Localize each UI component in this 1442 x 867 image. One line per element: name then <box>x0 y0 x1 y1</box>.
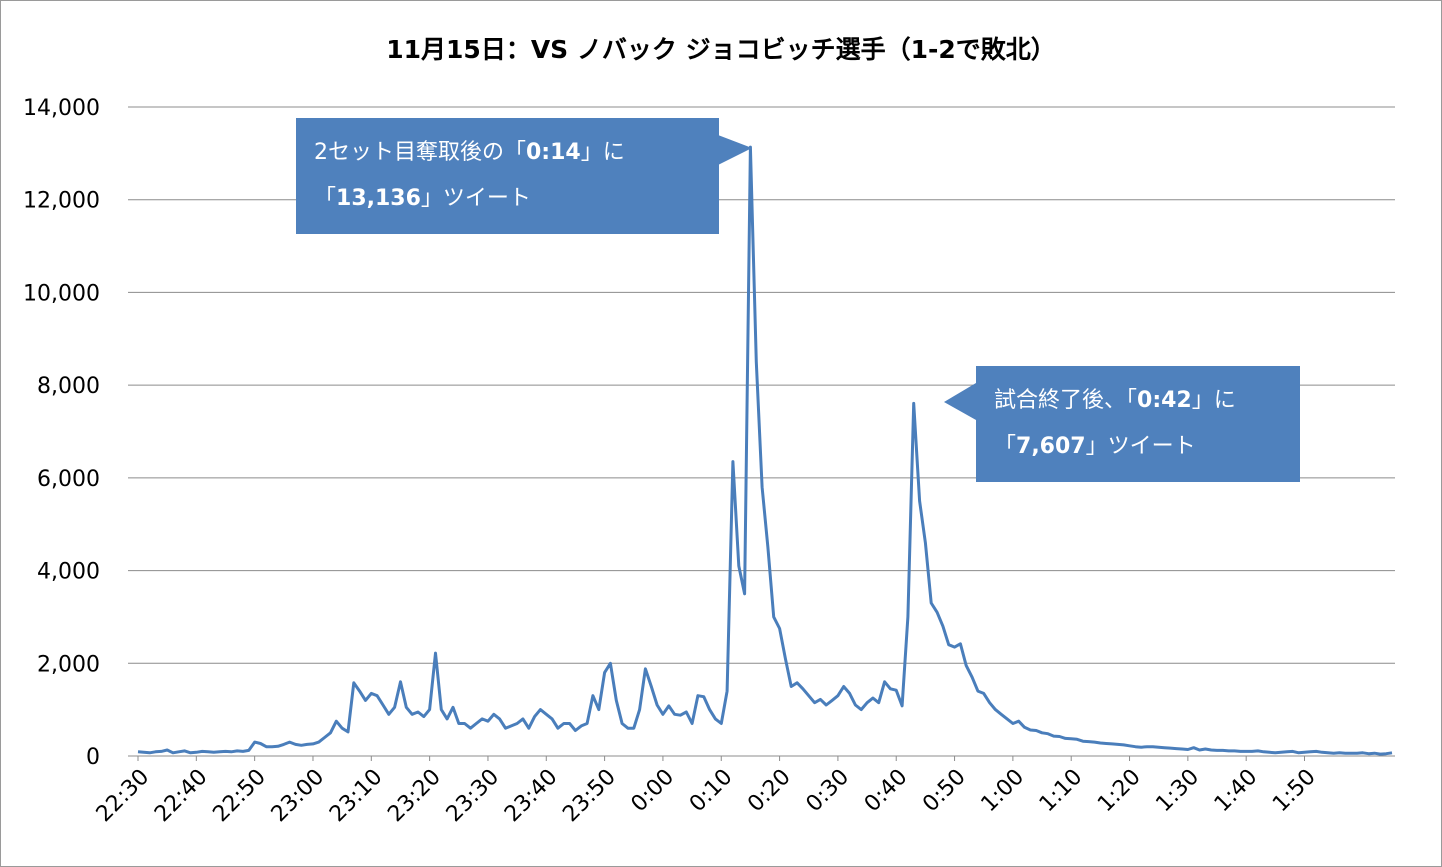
chart-title: 11月15日：VS ノバック ジョコビッチ選手（1-2で敗北） <box>386 35 1056 64</box>
callout-text: 「 <box>314 186 337 211</box>
x-axis-ticks: 22:3022:4022:5023:0023:1023:2023:3023:40… <box>92 755 1395 828</box>
x-tick-label: 0:30 <box>802 765 855 818</box>
x-tick-label: 1:00 <box>977 765 1030 818</box>
x-tick-label: 23:10 <box>325 765 388 828</box>
x-tick-label: 23:30 <box>442 765 505 828</box>
x-tick-label: 23:40 <box>500 765 563 828</box>
x-tick-label: 23:50 <box>558 765 621 828</box>
x-tick-label: 0:00 <box>627 765 680 818</box>
x-tick-label: 22:30 <box>92 765 155 828</box>
series-layer <box>137 145 1393 756</box>
x-tick-label: 1:30 <box>1151 765 1204 818</box>
callout-text: 「 <box>994 434 1017 459</box>
y-tick-label: 14,000 <box>23 96 100 121</box>
y-axis-ticks: 0 2,000 4,000 6,000 8,000 10,000 12,000 14,000 <box>23 96 100 770</box>
callout-count: 13,136 <box>336 186 421 211</box>
y-tick-label: 4,000 <box>37 560 100 585</box>
callout-line-2: 「13,136」ツイート <box>314 176 701 222</box>
callout-time: 0:14 <box>526 140 581 165</box>
callout-line-1: 2セット目奪取後の「0:14」に <box>314 130 701 176</box>
callout-pointer <box>944 383 976 420</box>
x-tick-label: 22:50 <box>208 765 271 828</box>
x-tick-label: 0:10 <box>685 765 738 818</box>
callout-peak-1: 2セット目奪取後の「0:14」に 「13,136」ツイート <box>296 118 719 234</box>
x-tick-label: 1:50 <box>1268 765 1321 818</box>
callout-peak-2: 試合終了後、「0:42」に 「7,607」ツイート <box>976 366 1300 482</box>
callout-line-2: 「7,607」ツイート <box>994 424 1282 470</box>
x-tick-label: 0:20 <box>743 765 796 818</box>
x-tick-label: 23:20 <box>383 765 446 828</box>
callout-text: 」ツイート <box>1085 434 1196 459</box>
x-tick-label: 1:40 <box>1210 765 1263 818</box>
callout-count: 7,607 <box>1016 434 1086 459</box>
callout-text: 」ツイート <box>420 186 531 211</box>
y-tick-label: 6,000 <box>37 467 100 492</box>
x-tick-label: 23:00 <box>267 765 330 828</box>
callout-text: 2セット目奪取後の「 <box>314 140 526 165</box>
series-line <box>137 145 1393 756</box>
x-tick-label: 1:20 <box>1093 765 1146 818</box>
callout-time: 0:42 <box>1137 388 1192 413</box>
callout-text: 」に <box>1191 388 1236 413</box>
callout-text: 」に <box>580 140 625 165</box>
callout-text: 試合終了後、「 <box>994 388 1138 413</box>
y-tick-label: 10,000 <box>23 281 100 306</box>
y-tick-label: 8,000 <box>37 374 100 399</box>
callout-pointer <box>718 135 752 165</box>
y-tick-label: 0 <box>86 745 100 770</box>
x-tick-label: 22:40 <box>150 765 213 828</box>
x-tick-label: 1:10 <box>1035 765 1088 818</box>
callout-line-1: 試合終了後、「0:42」に <box>994 378 1282 424</box>
y-tick-label: 12,000 <box>23 189 100 214</box>
x-tick-label: 0:50 <box>918 765 971 818</box>
x-tick-label: 0:40 <box>860 765 913 818</box>
y-tick-label: 2,000 <box>37 652 100 677</box>
